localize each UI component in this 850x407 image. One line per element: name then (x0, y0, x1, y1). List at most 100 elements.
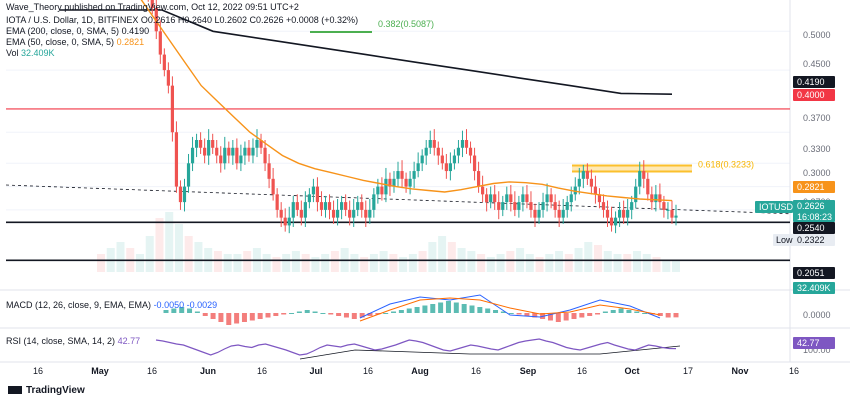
price-label-text-7: 32.409K (797, 283, 831, 293)
candle-body-121 (601, 202, 606, 210)
volume-bar-36 (447, 242, 456, 272)
candle-body-17 (182, 186, 187, 203)
macd-hist-bar-63 (657, 313, 663, 316)
x-tick-label-1: May (91, 366, 109, 376)
macd-hist-bar-53 (579, 313, 585, 318)
x-tick-label-11: Oct (624, 366, 639, 376)
macd-hist-bar-44 (508, 313, 514, 314)
macd-hist-bar-51 (563, 313, 569, 321)
candle-body-137 (666, 209, 670, 211)
legend-volume[interactable]: Vol 32.409K (6, 48, 55, 58)
macd-hist-bar-12 (257, 313, 263, 319)
volume-bar-27 (360, 257, 369, 272)
candle-body-112 (565, 202, 569, 210)
macd-hist-bar-57 (610, 310, 616, 313)
candle-body-130 (638, 171, 642, 187)
volume-bar-0 (97, 254, 105, 272)
candle-body-81 (440, 155, 444, 164)
volume-bar-41 (496, 254, 505, 272)
fib-618-label: 0.618(0.3233) (698, 159, 754, 169)
y-tick-label-3: 0.3300 (803, 144, 831, 154)
macd-hist-bar-24 (351, 313, 357, 319)
candle-body-67 (384, 178, 388, 195)
y-tick-label-8: 100.00 (803, 345, 831, 355)
macd-hist-bar-14 (273, 313, 279, 316)
macd-line (359, 294, 661, 319)
macd-hist-bar-55 (595, 313, 601, 315)
candle-body-36 (259, 140, 263, 148)
tradingview-logo-icon (8, 386, 22, 395)
candle-body-106 (541, 202, 545, 210)
candle-body-35 (255, 140, 259, 148)
candle-body-52 (323, 202, 328, 210)
volume-bar-22 (311, 257, 320, 272)
macd-hist-bar-0 (163, 310, 169, 313)
candle-body-45 (295, 202, 299, 210)
candle-body-44 (291, 202, 295, 218)
volume-bar-8 (174, 224, 183, 272)
macd-hist-bar-21 (328, 313, 334, 315)
y-tick-label-7: 0.0000 (803, 310, 831, 320)
candle-body-29 (231, 147, 235, 156)
price-label-text-1: 0.4000 (797, 90, 825, 100)
candle-body-78 (428, 140, 432, 148)
candle-body-89 (472, 155, 477, 172)
volume-bar-28 (369, 254, 378, 272)
symbol-tag-text: IOTUSD (759, 202, 794, 212)
price-label-box-3 (793, 200, 835, 222)
macd-hist-bar-7 (218, 313, 224, 322)
candle-body-99 (513, 202, 517, 210)
candle-body-43 (287, 217, 291, 226)
y-tick-label-2: 0.3700 (803, 113, 831, 123)
volume-bar-42 (506, 251, 515, 272)
candle-body-120 (597, 194, 602, 203)
candle-body-59 (352, 209, 356, 218)
volume-bar-58 (662, 260, 671, 272)
volume-bar-21 (301, 254, 310, 272)
candle-body-131 (642, 171, 646, 179)
volume-bar-56 (642, 254, 651, 272)
macd-hist-bar-10 (241, 313, 247, 322)
y-tick-label-1: 0.4500 (803, 59, 831, 69)
candle-body-56 (340, 202, 344, 210)
candle-body-50 (315, 186, 320, 203)
candle-body-100 (517, 202, 521, 210)
candle-body-11 (158, 31, 162, 55)
candle-body-13 (166, 70, 170, 86)
candle-body-9 (150, 0, 154, 8)
candle-body-127 (626, 209, 630, 218)
price-label-box-0 (793, 76, 835, 88)
legend-rsi[interactable]: RSI (14, close, SMA, 14, 2) 42.77 (6, 336, 140, 346)
candle-body-46 (299, 209, 303, 218)
x-tick-label-4: 16 (257, 366, 267, 376)
macd-hist-bar-37 (453, 302, 459, 313)
macd-hist-bar-23 (343, 313, 349, 318)
x-tick-label-0: 16 (33, 366, 43, 376)
candle-body-73 (408, 178, 412, 187)
candle-body-14 (170, 85, 175, 133)
candle-body-135 (658, 194, 662, 203)
legend-ema50-value: 0.2821 (116, 37, 145, 47)
legend-macd[interactable]: MACD (12, 26, close, 9, EMA, EMA) -0.005… (6, 300, 217, 310)
legend-macd-label: MACD (12, 26, close, 9, EMA, EMA) (6, 300, 152, 310)
macd-hist-bar-65 (673, 313, 679, 318)
tradingview-logo[interactable]: TradingView (8, 385, 85, 396)
macd-hist-bar-1 (171, 308, 177, 313)
candle-body-25 (215, 147, 219, 156)
legend-ema50[interactable]: EMA (50, close, 0, SMA, 5) 0.2821 (6, 37, 144, 47)
legend-ema200[interactable]: EMA (200, close, 0, SMA, 5) 0.4190 (6, 26, 149, 36)
volume-bar-35 (438, 236, 447, 272)
candle-body-118 (589, 178, 593, 187)
macd-hist-bar-27 (375, 313, 381, 315)
price-label-box-5 (773, 234, 835, 246)
candle-body-51 (319, 202, 324, 210)
candle-body-95 (497, 202, 501, 210)
volume-bar-45 (535, 257, 544, 272)
x-tick-label-10: 16 (577, 366, 587, 376)
macd-hist-bar-47 (532, 313, 538, 318)
candle-body-88 (468, 147, 473, 156)
candle-body-22 (203, 147, 207, 156)
candle-body-58 (348, 209, 352, 218)
macd-hist-bar-13 (265, 313, 271, 318)
